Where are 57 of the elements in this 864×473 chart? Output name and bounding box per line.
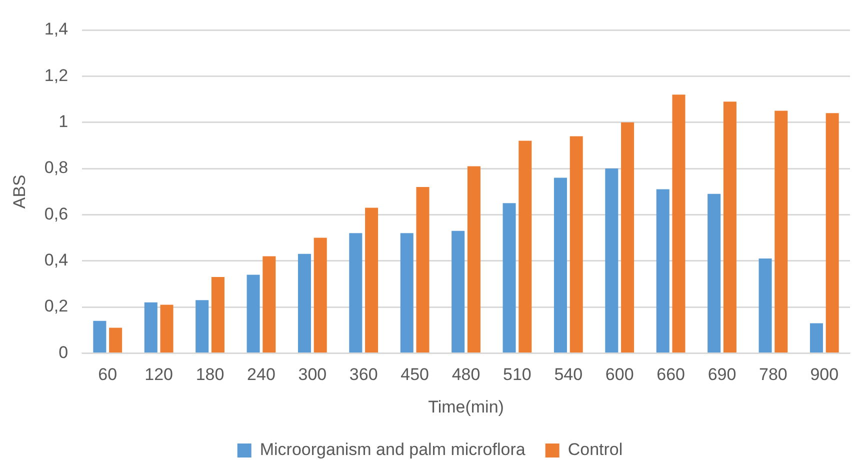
y-tick-label: 0,8 [44, 158, 68, 178]
bar [621, 122, 634, 352]
x-tick-label: 360 [349, 365, 378, 384]
bar [518, 140, 532, 352]
x-tick-label: 600 [605, 365, 634, 384]
bar [93, 320, 106, 352]
y-tick-label: 0,6 [44, 204, 68, 224]
x-tick-label: 450 [400, 365, 430, 384]
bar [554, 178, 567, 352]
bar [211, 277, 224, 352]
legend-label: Control [568, 440, 623, 460]
legend-label: Microorganism and palm microflora [260, 440, 526, 460]
x-tick-label: 540 [554, 365, 583, 384]
bar [262, 256, 276, 352]
bar [246, 274, 260, 352]
bar [758, 258, 772, 352]
x-tick-label: 480 [452, 365, 480, 384]
x-tick-label: 240 [247, 365, 276, 384]
bar [810, 323, 823, 352]
bar [298, 254, 311, 352]
bar [708, 194, 721, 352]
bar [826, 113, 839, 352]
bar [160, 304, 174, 352]
y-tick-label: 0,4 [44, 250, 68, 270]
bar [314, 238, 327, 352]
y-tick-label: 1,4 [44, 20, 68, 39]
x-tick-label: 660 [656, 365, 685, 384]
bar [605, 168, 618, 352]
y-tick-label: 0,2 [44, 296, 68, 316]
bar [452, 230, 465, 352]
bar [723, 102, 736, 352]
x-tick-label: 690 [708, 365, 736, 384]
bar [774, 110, 788, 352]
bar [672, 94, 686, 352]
bar [467, 166, 480, 352]
y-tick-label: 0 [58, 342, 68, 362]
x-tick-label: 300 [298, 365, 327, 384]
x-tick-label: 120 [144, 365, 174, 384]
bar [570, 136, 583, 352]
x-tick-label: 780 [759, 365, 788, 384]
bar [349, 233, 362, 352]
y-axis-title: ABS [10, 174, 29, 209]
x-axis-title: Time(min) [428, 397, 504, 416]
bar [416, 186, 430, 352]
bar [144, 302, 158, 352]
bar [400, 233, 414, 352]
x-tick-label: 180 [196, 365, 224, 384]
bar [656, 189, 670, 352]
x-tick-label: 510 [503, 365, 532, 384]
y-tick-label: 1 [58, 112, 68, 132]
y-tick-label: 1,2 [44, 66, 68, 85]
bar [109, 328, 122, 352]
x-tick-label: 900 [810, 365, 839, 384]
bar [502, 203, 516, 352]
x-tick-label: 60 [98, 365, 118, 384]
bar [196, 300, 209, 352]
bar [365, 208, 378, 352]
